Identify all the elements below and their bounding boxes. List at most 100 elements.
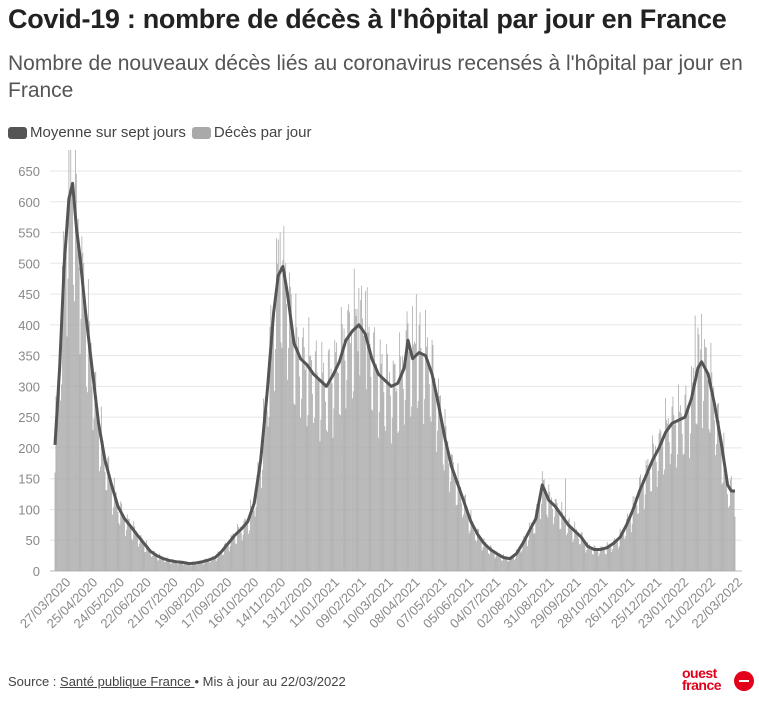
daily-bar xyxy=(375,366,376,571)
daily-bar xyxy=(470,510,472,571)
daily-bar xyxy=(479,537,481,571)
daily-bar xyxy=(99,471,100,571)
daily-bar xyxy=(517,549,519,571)
daily-bar xyxy=(358,287,360,571)
daily-bar xyxy=(188,563,189,571)
logo-word-2: france xyxy=(682,677,722,693)
daily-bar xyxy=(80,319,82,571)
y-tick-label: 650 xyxy=(18,164,40,179)
daily-bar xyxy=(280,342,282,571)
daily-bar xyxy=(263,398,264,571)
daily-bar xyxy=(566,533,568,571)
daily-bar xyxy=(616,539,618,571)
daily-bar xyxy=(350,343,351,571)
daily-bar xyxy=(251,505,253,571)
daily-bar xyxy=(475,540,476,571)
daily-bar xyxy=(176,564,178,571)
daily-bar xyxy=(354,309,356,571)
daily-bar xyxy=(707,379,709,571)
daily-bar xyxy=(679,405,681,571)
logo-word-1: ouest xyxy=(682,665,717,681)
daily-bar xyxy=(137,546,139,571)
daily-bar xyxy=(585,552,587,571)
daily-bar xyxy=(179,560,181,571)
daily-bar xyxy=(531,525,533,571)
daily-bar xyxy=(551,497,552,571)
daily-bar xyxy=(477,528,478,571)
daily-bar xyxy=(409,346,411,571)
daily-bar xyxy=(539,501,540,571)
daily-bar xyxy=(261,488,262,571)
legend-item-average[interactable]: Moyenne sur sept jours xyxy=(8,124,186,141)
daily-bar xyxy=(161,556,162,571)
daily-bar xyxy=(422,354,424,571)
daily-bar xyxy=(119,525,121,571)
daily-bar xyxy=(591,553,593,571)
daily-bar xyxy=(541,471,543,571)
legend-swatch-daily xyxy=(191,126,211,139)
daily-bar xyxy=(645,460,647,571)
daily-bar xyxy=(187,562,188,571)
daily-bar xyxy=(195,563,197,571)
daily-bar xyxy=(555,499,557,571)
daily-bar xyxy=(423,423,425,571)
daily-bar xyxy=(317,377,319,571)
daily-bar xyxy=(482,547,484,571)
daily-bar xyxy=(443,470,445,571)
daily-bar xyxy=(111,484,112,571)
daily-bar xyxy=(327,350,329,571)
daily-bar xyxy=(315,340,317,571)
daily-bar xyxy=(498,552,500,571)
daily-bar xyxy=(100,406,102,571)
daily-bar xyxy=(311,360,313,571)
daily-bar xyxy=(477,528,479,571)
daily-bar xyxy=(146,540,148,571)
daily-bar xyxy=(716,444,717,571)
daily-bar xyxy=(686,410,688,571)
daily-bar xyxy=(543,479,545,571)
daily-bar xyxy=(275,349,276,571)
daily-bar xyxy=(107,458,109,571)
source-link[interactable]: Santé publique France xyxy=(60,674,195,689)
daily-bar xyxy=(516,551,518,571)
daily-bar xyxy=(289,286,291,571)
daily-bar xyxy=(339,414,340,571)
daily-bar xyxy=(733,490,735,571)
daily-bar xyxy=(85,318,86,571)
daily-bar xyxy=(718,420,720,571)
daily-bar xyxy=(256,475,258,571)
daily-bar xyxy=(453,478,455,571)
daily-bar xyxy=(94,372,96,571)
daily-bar xyxy=(213,557,214,571)
average-line-path xyxy=(53,181,736,566)
daily-bar xyxy=(530,522,532,571)
daily-bar xyxy=(389,395,391,571)
daily-bar xyxy=(241,540,243,571)
daily-bar xyxy=(391,418,393,571)
daily-bar xyxy=(618,545,620,571)
ouest-france-logo[interactable]: ouest france xyxy=(682,665,756,695)
legend-item-daily[interactable]: Décès par jour xyxy=(191,124,311,141)
daily-bar xyxy=(668,442,670,571)
daily-bar xyxy=(708,429,710,571)
daily-bar xyxy=(225,542,226,571)
daily-bar xyxy=(132,540,134,571)
daily-bar xyxy=(369,343,371,571)
daily-bar xyxy=(633,503,635,571)
daily-bar xyxy=(92,430,94,571)
daily-bar xyxy=(67,278,69,571)
daily-bar xyxy=(186,562,187,571)
daily-bar xyxy=(265,396,267,571)
daily-bar xyxy=(552,508,553,571)
daily-bar xyxy=(520,552,522,571)
daily-bar xyxy=(374,327,376,571)
daily-bar xyxy=(685,385,687,571)
daily-bar xyxy=(621,531,623,571)
daily-bar xyxy=(378,411,380,571)
daily-bar xyxy=(149,548,150,571)
daily-bar xyxy=(89,346,91,571)
daily-bar xyxy=(546,514,548,571)
daily-bar xyxy=(661,446,663,571)
daily-bar xyxy=(480,539,482,571)
daily-bar xyxy=(652,435,653,571)
